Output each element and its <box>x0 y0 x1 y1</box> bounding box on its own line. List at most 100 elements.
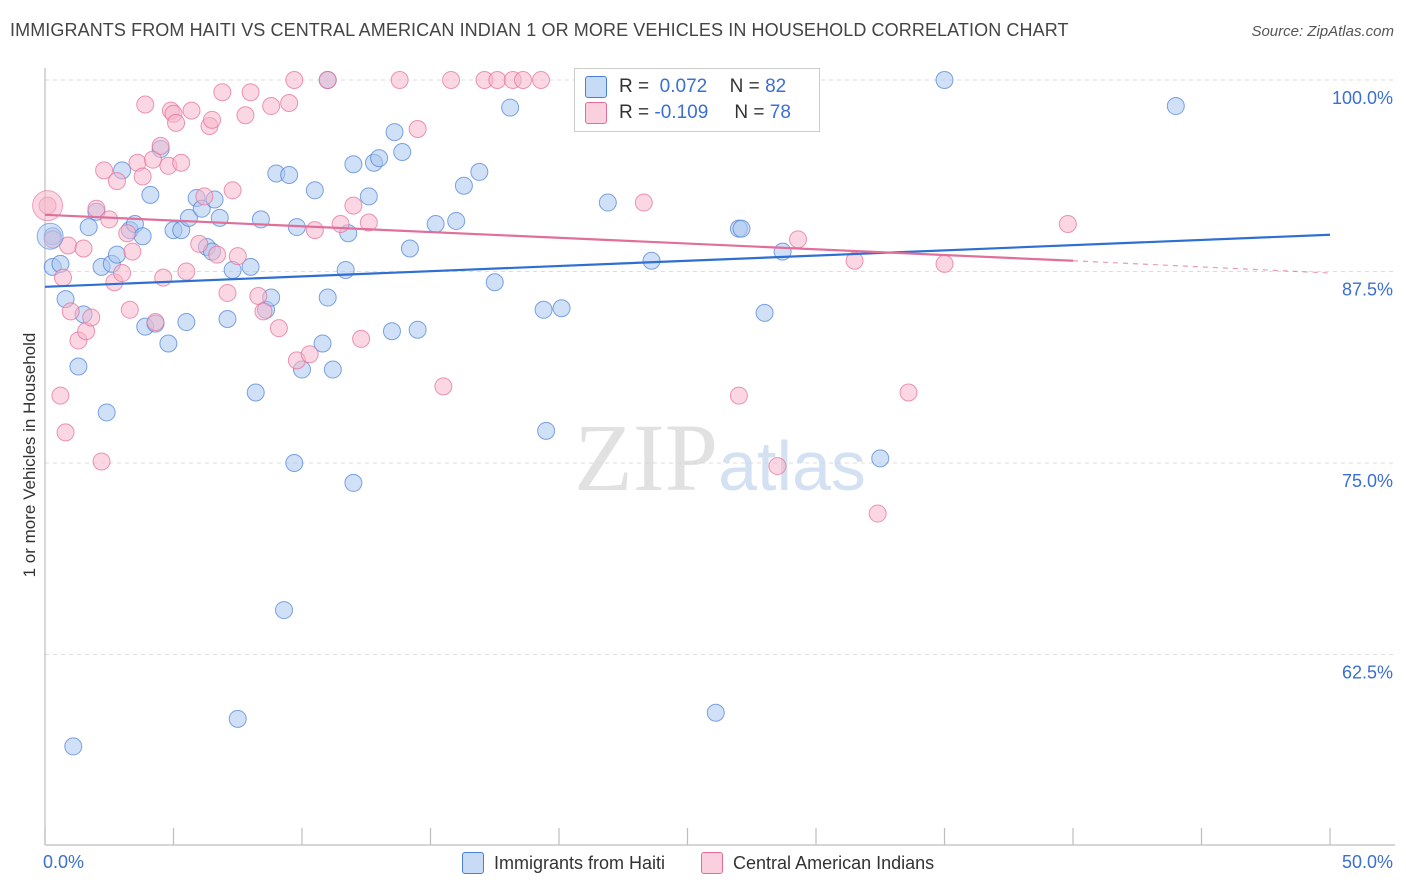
y-tick-label: 87.5% <box>1342 280 1393 300</box>
haiti-point <box>454 176 473 195</box>
cai-point <box>74 239 93 258</box>
haiti-point <box>285 454 304 472</box>
r-label: R = <box>619 76 650 97</box>
cai-point <box>203 110 222 129</box>
cai-point <box>32 190 64 222</box>
haiti-point <box>534 300 553 319</box>
cai-point <box>136 95 155 114</box>
haiti-point <box>323 360 342 379</box>
haiti-point <box>755 303 774 322</box>
haiti-point <box>241 257 260 276</box>
cai-point <box>269 319 288 338</box>
cai-point <box>434 377 453 396</box>
cai-point <box>120 300 139 319</box>
haiti-point <box>935 71 954 89</box>
cai-point <box>352 329 371 348</box>
trend-layer <box>44 213 1331 288</box>
y-tick-label: 62.5% <box>1342 663 1393 683</box>
cai-point <box>195 187 214 206</box>
cai-point <box>123 242 142 261</box>
cai-point <box>172 153 191 172</box>
haiti-point <box>706 703 725 722</box>
haiti-point <box>400 239 419 258</box>
haiti-point <box>69 357 88 376</box>
cai-point <box>390 71 409 89</box>
chart-source: Source: ZipAtlas.com <box>1251 23 1394 40</box>
haiti-point <box>359 187 378 206</box>
haiti-point <box>64 737 83 756</box>
haiti-point <box>426 215 445 234</box>
cai-point <box>208 245 227 264</box>
cai-point <box>868 504 887 523</box>
correlation-legend: R = 0.072 N = 82 R = -0.109 N = 78 <box>574 68 820 132</box>
cai-point <box>285 71 304 89</box>
watermark-zip: ZIP <box>574 404 718 511</box>
cai-point <box>177 262 196 281</box>
cai-point <box>300 345 319 364</box>
haiti-point <box>1166 97 1185 116</box>
haiti-point <box>246 383 265 402</box>
cai-point <box>935 254 954 273</box>
haiti-point <box>228 709 247 728</box>
y-tick-label: 75.0% <box>1342 471 1393 491</box>
n-value: 78 <box>769 102 791 123</box>
n-value: 82 <box>765 76 787 97</box>
haiti-point <box>393 143 412 162</box>
haiti-point <box>370 149 389 168</box>
cai-point <box>182 101 201 120</box>
cai-point <box>143 150 162 169</box>
cai-point <box>218 283 237 302</box>
cai-point <box>262 97 281 116</box>
y-axis-label: 1 or more Vehicles in Household <box>20 332 39 578</box>
cai-trendline-extension <box>1072 260 1331 274</box>
x-tick-min: 0.0% <box>43 852 85 872</box>
haiti-point <box>382 322 401 341</box>
haiti-point <box>133 227 152 246</box>
cai-point <box>56 423 75 442</box>
haiti-point <box>344 155 363 174</box>
legend-swatch-cai <box>701 852 724 874</box>
cai-point <box>899 383 918 402</box>
haiti-point <box>485 273 504 292</box>
haiti-point <box>159 334 178 353</box>
cai-point <box>82 308 101 327</box>
cai-point <box>133 167 152 186</box>
haiti-point <box>97 403 116 422</box>
cai-point <box>95 161 114 180</box>
cai-point <box>789 230 808 249</box>
points-layer <box>32 71 1185 756</box>
cai-point <box>223 181 242 200</box>
cai-point <box>236 106 255 125</box>
haiti-point <box>313 334 332 353</box>
cai-point <box>118 224 137 243</box>
cai-point <box>442 71 461 89</box>
haiti-point <box>642 251 661 270</box>
watermark-atlas: atlas <box>718 427 866 505</box>
cai-point <box>768 457 787 476</box>
haiti-point <box>598 193 617 212</box>
cai-point <box>249 287 268 306</box>
r-label: R = <box>619 102 650 123</box>
haiti-point <box>177 313 196 332</box>
haiti-point <box>408 320 427 339</box>
legend-swatch-haiti <box>585 76 607 98</box>
cai-point <box>154 268 173 287</box>
cai-point <box>190 234 209 253</box>
chart-title: IMMIGRANTS FROM HAITI VS CENTRAL AMERICA… <box>10 20 1069 40</box>
haiti-point <box>447 211 466 230</box>
cai-point <box>228 247 247 266</box>
cai-point <box>92 452 111 471</box>
cai-point <box>729 386 748 405</box>
haiti-point <box>732 219 751 238</box>
cai-point <box>113 264 132 283</box>
cai-point <box>344 196 363 215</box>
cai-point <box>305 221 324 240</box>
haiti-point <box>275 601 294 620</box>
cai-point <box>107 172 126 191</box>
y-tick-labels: 62.5% 75.0% 87.5% 100.0% <box>1332 88 1393 683</box>
series-legend: Immigrants from Haiti Central American I… <box>462 852 970 874</box>
haiti-point <box>218 309 237 328</box>
haiti-point <box>36 222 64 250</box>
watermark: ZIPatlas <box>574 404 866 511</box>
